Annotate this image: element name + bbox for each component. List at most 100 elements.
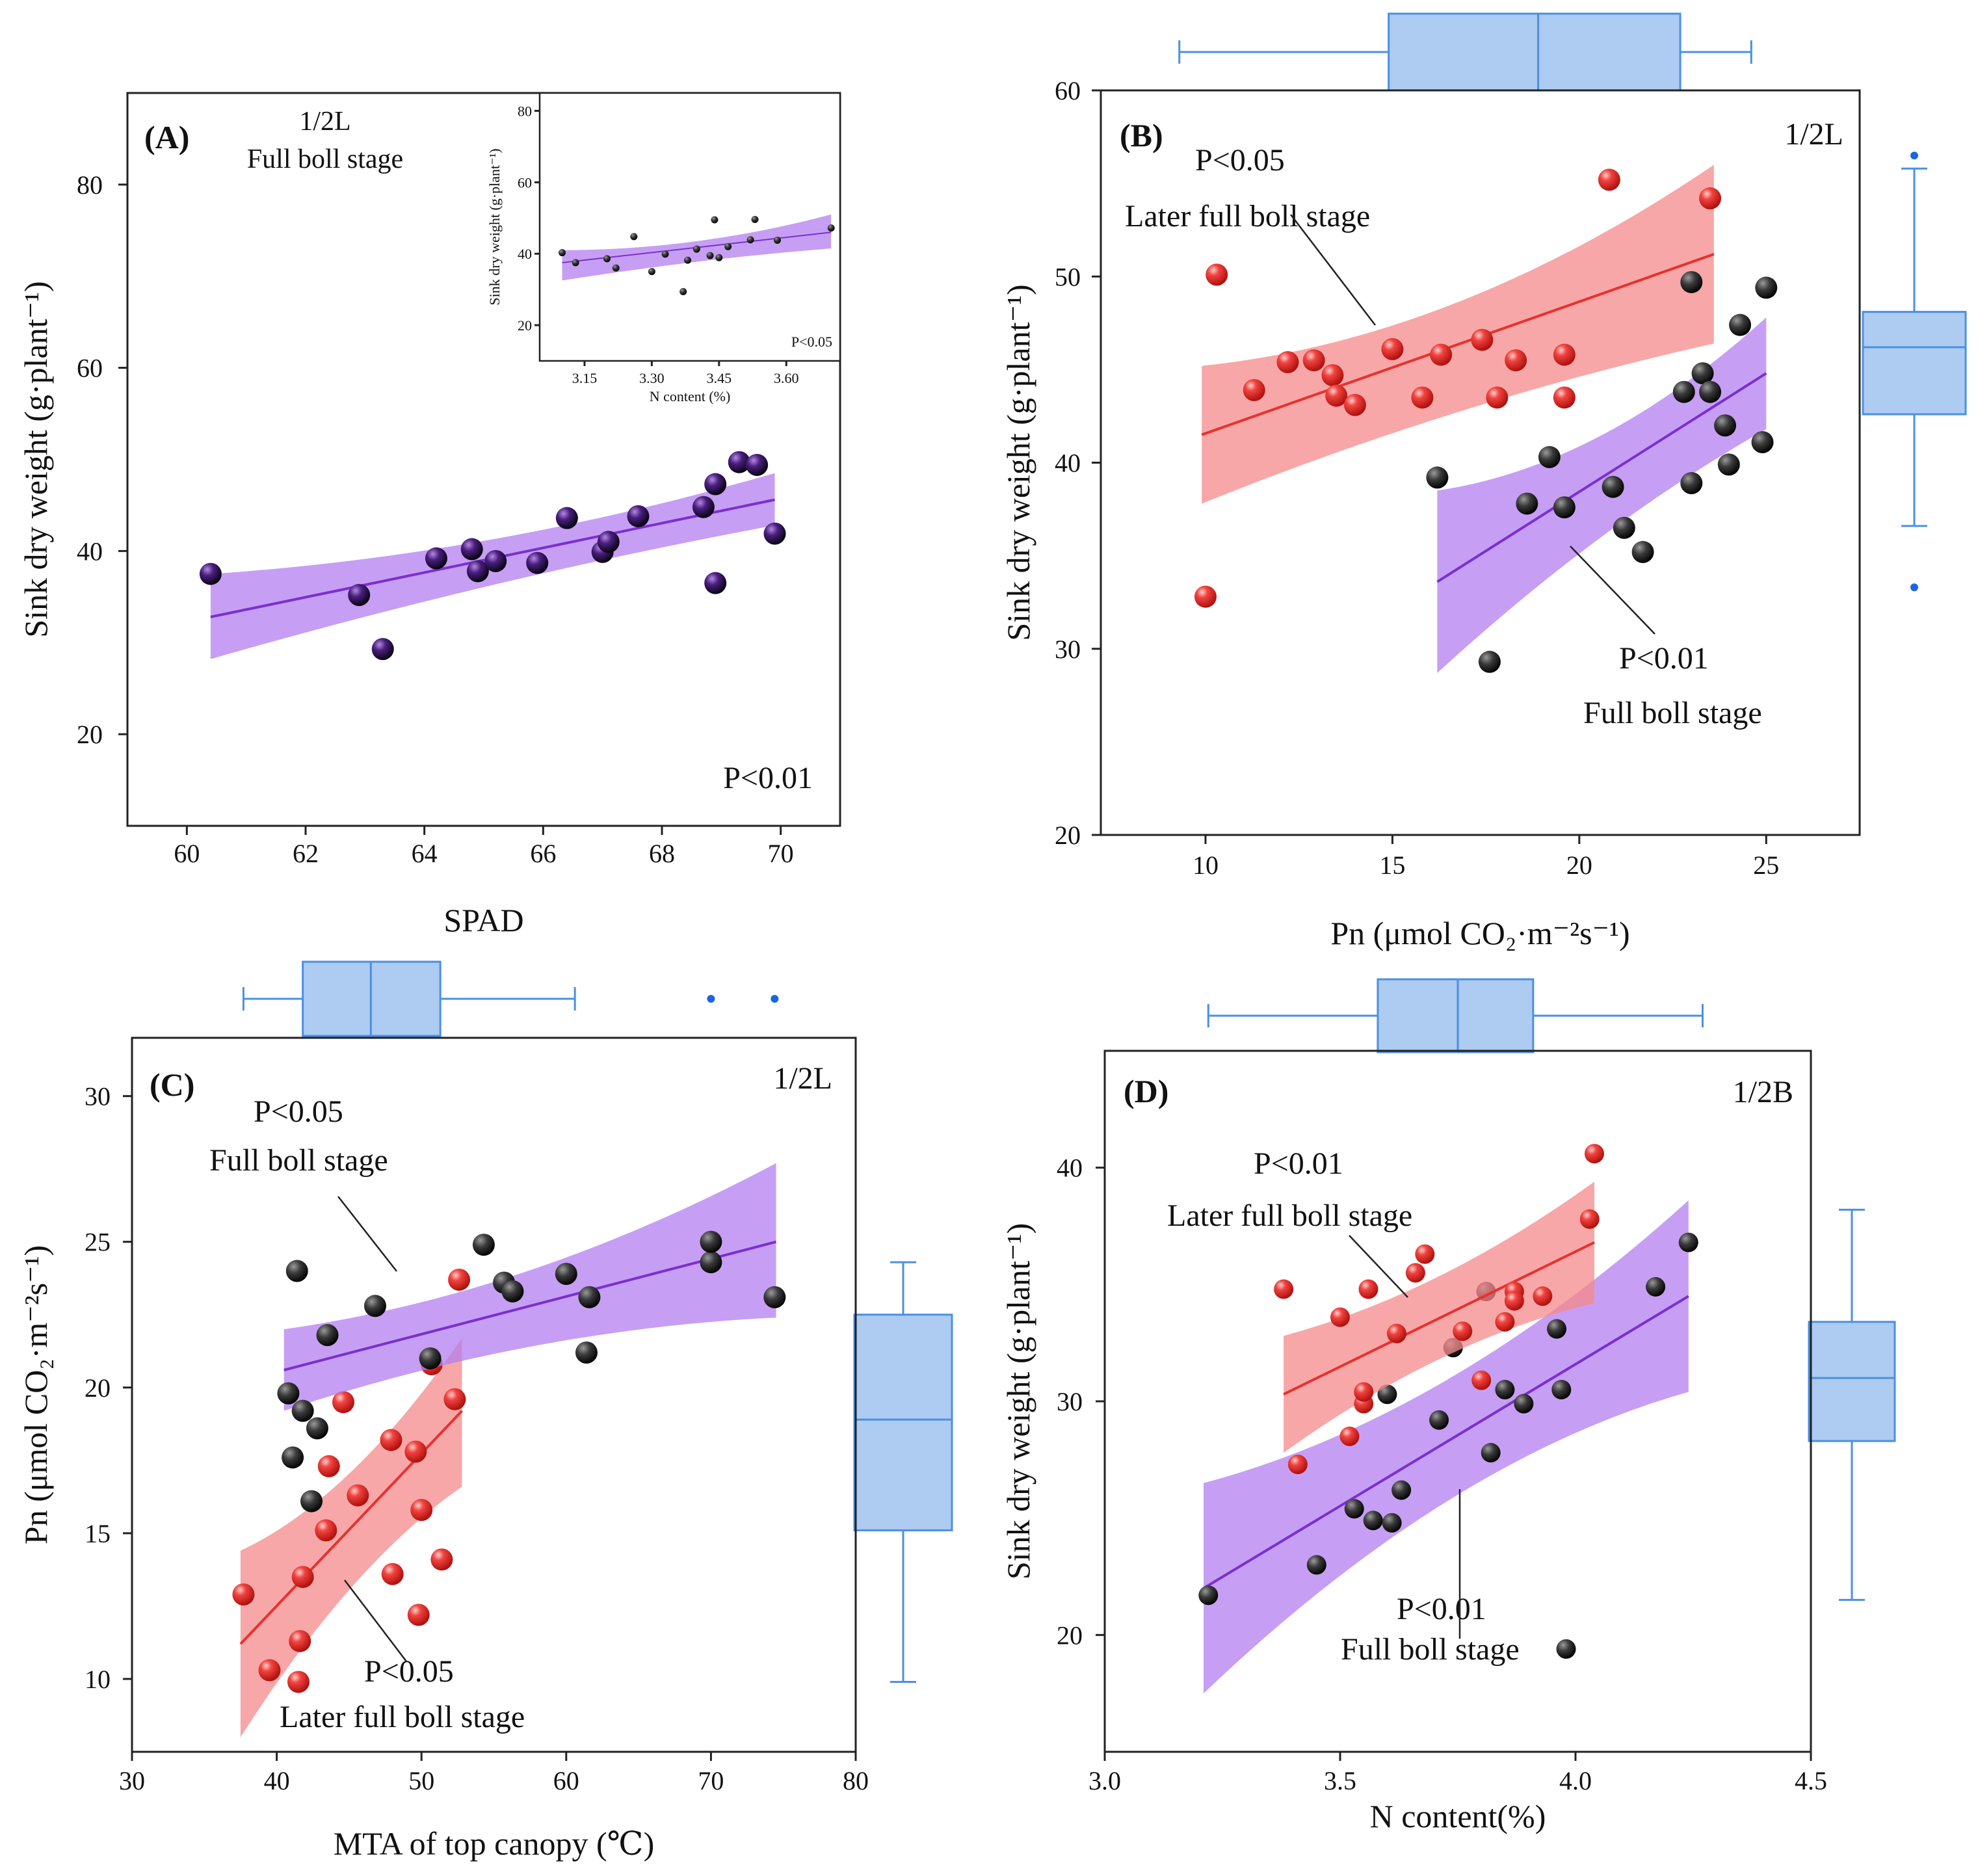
data-point xyxy=(555,1263,577,1286)
data-point xyxy=(466,560,489,583)
data-point xyxy=(291,1566,314,1589)
regression-line xyxy=(1203,1295,1689,1590)
y-tick-label: 25 xyxy=(85,1228,111,1257)
data-point xyxy=(1287,1455,1308,1475)
data-point xyxy=(1276,350,1299,373)
data-point xyxy=(1325,384,1348,407)
y-tick-label: 60 xyxy=(77,354,103,383)
data-point xyxy=(371,638,394,661)
x-tick-label: 4.5 xyxy=(1795,1766,1827,1795)
data-point xyxy=(1505,349,1527,372)
boxplot-outlier xyxy=(771,995,779,1003)
inset-data-point xyxy=(706,252,714,259)
data-point xyxy=(1755,276,1778,299)
x-tick-label: 30 xyxy=(119,1766,145,1795)
data-point xyxy=(1321,363,1344,386)
data-point xyxy=(460,538,483,561)
data-point xyxy=(763,522,786,545)
boxplot-box xyxy=(1862,311,1967,416)
series-label-later: Later full boll stage xyxy=(280,1700,525,1734)
x-tick-label: 4.0 xyxy=(1559,1766,1592,1795)
data-point xyxy=(1680,271,1703,293)
regression-line xyxy=(1283,1241,1595,1396)
data-point xyxy=(627,505,650,527)
x-tick-label: 66 xyxy=(530,839,556,868)
regression-line xyxy=(284,1240,777,1371)
data-point xyxy=(381,1563,404,1585)
y-tick-label: 20 xyxy=(77,720,103,749)
data-point xyxy=(1691,362,1714,385)
data-point xyxy=(1453,1321,1473,1341)
y-tick-label: 30 xyxy=(1055,635,1081,664)
data-point xyxy=(1680,471,1703,494)
data-point xyxy=(1538,445,1561,468)
p-value-label: P<0.01 xyxy=(1254,1146,1343,1181)
boxplot-box xyxy=(853,1314,953,1531)
data-point xyxy=(315,1519,337,1542)
top-boxplot xyxy=(1178,12,1752,92)
panel-treatment-label: 1/2L xyxy=(1784,117,1843,152)
data-point xyxy=(1430,343,1453,366)
data-point xyxy=(306,1417,328,1440)
series-label-full: Full boll stage xyxy=(209,1143,388,1178)
data-point xyxy=(425,547,447,570)
data-point xyxy=(300,1490,323,1513)
data-point xyxy=(1504,1291,1524,1311)
data-point xyxy=(1206,263,1228,286)
x-tick-label: 10 xyxy=(1193,851,1219,880)
confidence-band xyxy=(1202,165,1714,504)
data-point xyxy=(1274,1279,1294,1299)
x-tick-label: 25 xyxy=(1753,851,1779,880)
data-point xyxy=(700,1230,722,1253)
inset-data-point xyxy=(679,287,687,295)
regression-line xyxy=(1436,372,1767,583)
inset-data-point xyxy=(692,245,700,253)
data-point xyxy=(1343,393,1366,416)
data-point xyxy=(484,549,507,572)
data-point xyxy=(1426,466,1449,489)
top-boxplot xyxy=(242,960,779,1037)
top-boxplot xyxy=(1207,978,1704,1053)
data-point xyxy=(410,1499,433,1522)
inset-x-tick-label: 3.45 xyxy=(707,370,732,386)
x-tick-label: 40 xyxy=(264,1766,290,1795)
panel-label: (B) xyxy=(1120,117,1163,153)
data-point xyxy=(407,1604,430,1626)
data-point xyxy=(443,1388,466,1410)
boxplot-box xyxy=(1808,1321,1896,1442)
panel-treatment-label: 1/2B xyxy=(1733,1075,1793,1109)
data-point xyxy=(578,1286,601,1308)
data-point xyxy=(1631,540,1654,563)
series-label-full: Full boll stage xyxy=(1341,1632,1520,1667)
data-point xyxy=(348,583,371,606)
data-point xyxy=(1377,1384,1397,1405)
data-point xyxy=(1194,585,1217,608)
plot-frame xyxy=(126,92,841,827)
data-point xyxy=(763,1286,786,1308)
data-point xyxy=(1602,475,1624,498)
data-point xyxy=(1584,1144,1604,1164)
data-point xyxy=(1551,1380,1572,1400)
data-point xyxy=(1411,386,1434,409)
data-point xyxy=(472,1234,495,1256)
p-value-label: P<0.01 xyxy=(1619,641,1709,676)
x-tick-label: 62 xyxy=(293,839,319,868)
x-axis-label: N content(%) xyxy=(1370,1798,1546,1834)
data-point xyxy=(291,1399,314,1422)
data-point xyxy=(1646,1276,1666,1297)
inset-y-tick-label: 20 xyxy=(518,317,532,334)
annotation-leader-line xyxy=(337,1196,397,1272)
data-point xyxy=(746,453,769,476)
data-point xyxy=(1354,1382,1374,1402)
inset-data-point xyxy=(661,250,669,258)
x-tick-label: 20 xyxy=(1566,851,1592,880)
x-tick-label: 60 xyxy=(553,1766,579,1795)
panel-label: (D) xyxy=(1124,1073,1168,1109)
right-boxplot xyxy=(1862,152,1967,592)
y-axis-label: Sink dry weight (g·plant⁻¹) xyxy=(1000,1223,1036,1579)
data-point xyxy=(1344,1499,1364,1519)
data-point xyxy=(1714,414,1737,437)
data-point xyxy=(419,1347,442,1369)
data-point xyxy=(1547,1319,1567,1339)
data-point xyxy=(1471,1370,1492,1390)
